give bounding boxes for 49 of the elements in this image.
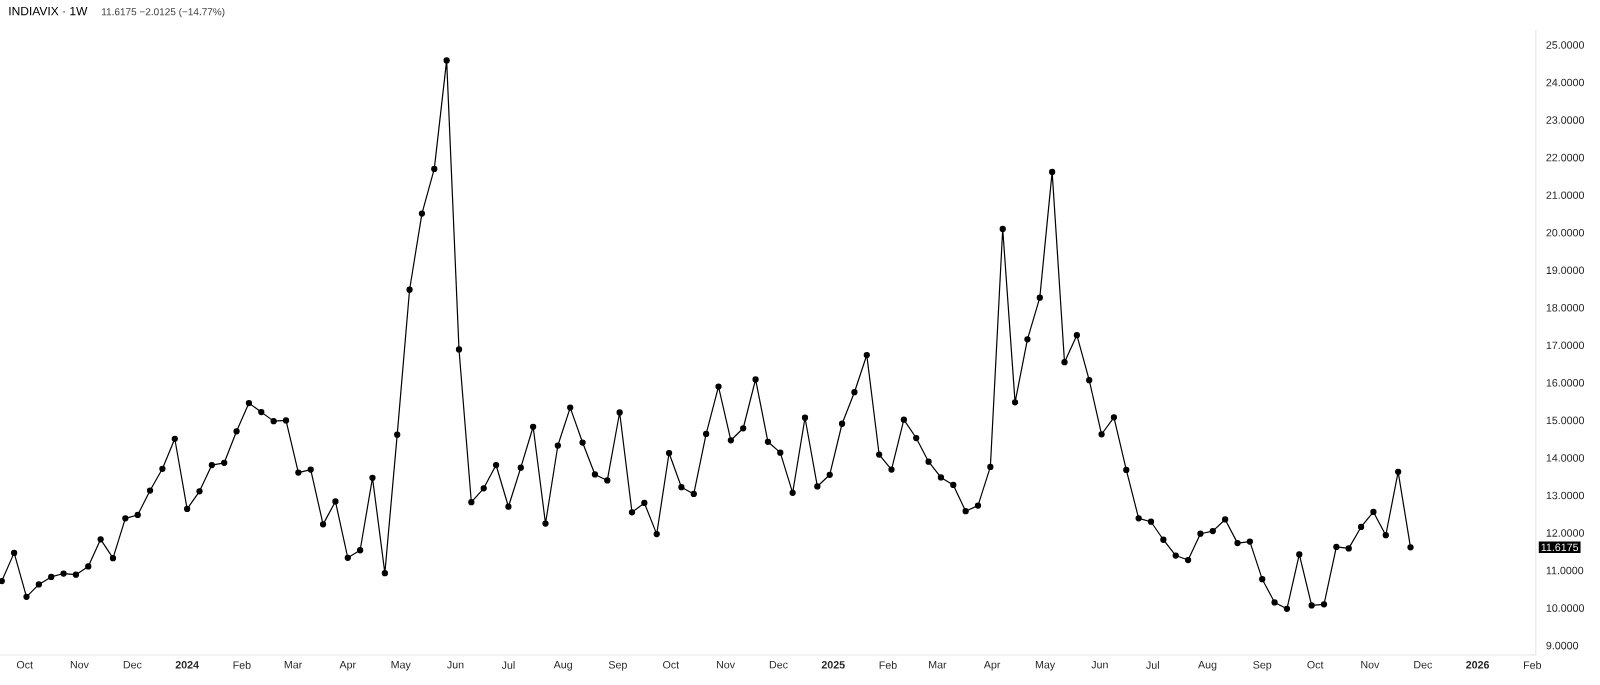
x-tick-label: Dec bbox=[769, 661, 788, 669]
y-tick-label: 18.0000 bbox=[1546, 303, 1585, 312]
x-tick-label: Jun bbox=[1091, 661, 1108, 669]
x-tick-label: 2025 bbox=[821, 661, 845, 669]
y-tick-label: 24.0000 bbox=[1546, 78, 1585, 87]
x-tick-label: Apr bbox=[339, 661, 356, 671]
y-tick-label: 17.0000 bbox=[1546, 341, 1585, 350]
x-tick-label: Feb bbox=[1524, 661, 1542, 669]
y-tick-label: 20.0000 bbox=[1546, 228, 1585, 237]
x-tick-label: Nov bbox=[1361, 661, 1380, 669]
x-tick-label: Oct bbox=[16, 661, 33, 669]
y-tick-label: 13.0000 bbox=[1546, 491, 1585, 500]
y-tick-label: 22.0000 bbox=[1546, 153, 1585, 162]
y-tick-label: 23.0000 bbox=[1546, 116, 1585, 124]
y-tick-label: 11.0000 bbox=[1546, 566, 1584, 575]
y-tick-label: 15.0000 bbox=[1546, 416, 1585, 425]
x-tick-label: Aug bbox=[553, 661, 572, 671]
y-tick-label: 25.0000 bbox=[1546, 41, 1585, 49]
chart-subtitle: 11.6175 −2.0125 (−14.77%) bbox=[102, 7, 225, 18]
y-tick-label: 21.0000 bbox=[1546, 191, 1585, 199]
y-tick-label: 9.0000 bbox=[1546, 641, 1579, 650]
x-tick-label: Oct bbox=[663, 661, 680, 669]
x-tick-label: Feb bbox=[879, 661, 897, 669]
x-tick-label: Mar bbox=[929, 661, 947, 669]
x-tick-label: Sep bbox=[608, 661, 627, 671]
x-tick-label: Nov bbox=[70, 661, 89, 669]
x-tick-label: Dec bbox=[1414, 661, 1433, 669]
x-tick-label: Jul bbox=[1146, 661, 1159, 669]
y-tick-label: 14.0000 bbox=[1546, 454, 1585, 462]
x-tick-label: Oct bbox=[1307, 661, 1324, 669]
x-tick-label: May bbox=[1035, 661, 1056, 671]
x-tick-label: 2024 bbox=[175, 661, 199, 669]
y-tick-label: 16.0000 bbox=[1546, 379, 1585, 387]
x-tick-label: Feb bbox=[233, 661, 251, 669]
x-tick-label: 2026 bbox=[1466, 661, 1490, 669]
x-tick-label: Dec bbox=[123, 661, 142, 669]
x-tick-label: May bbox=[391, 661, 411, 671]
x-tick-label: Sep bbox=[1253, 661, 1272, 671]
y-tick-label: 10.0000 bbox=[1546, 604, 1585, 612]
chart-title: INDIAVIX · 1W bbox=[9, 6, 88, 16]
x-tick-label: Jul bbox=[501, 661, 515, 669]
x-tick-label: Mar bbox=[284, 661, 303, 669]
x-tick-label: Aug bbox=[1198, 661, 1217, 671]
y-tick-label: 12.0000 bbox=[1546, 529, 1585, 537]
x-tick-label: Nov bbox=[716, 661, 735, 669]
x-tick-label: Jun bbox=[447, 661, 464, 669]
text: 11.6175 bbox=[1541, 543, 1579, 552]
y-tick-label: 19.0000 bbox=[1546, 266, 1585, 274]
x-tick-label: Apr bbox=[983, 661, 1001, 671]
